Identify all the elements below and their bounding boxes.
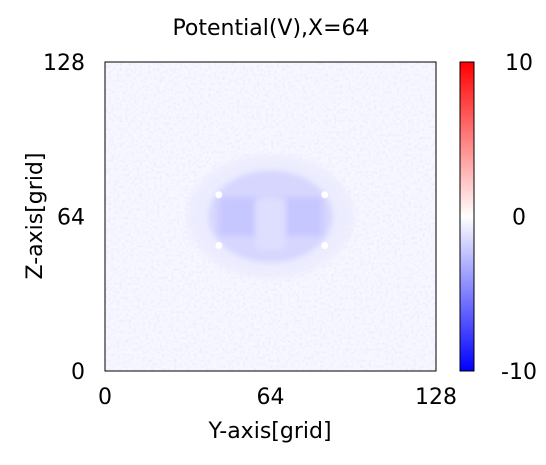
y-tick-label: 64 [57, 206, 85, 231]
chart-title: Potential(V),X=64 [172, 16, 369, 41]
colorbar-tick-labels: 10 0 -10 [501, 51, 537, 385]
y-tick-labels: 0 64 128 [43, 51, 85, 385]
colorbar-tick-label: 10 [505, 51, 533, 76]
x-tick-labels: 0 64 128 [98, 385, 457, 410]
hot-spot-point [215, 191, 223, 199]
y-axis-label: Z-axis[grid] [23, 153, 48, 280]
plot-area [105, 62, 436, 371]
x-tick-label: 0 [98, 385, 112, 410]
electrode-region [218, 197, 266, 236]
y-tick-label: 0 [71, 360, 85, 385]
colorbar-tick-label: 0 [512, 206, 526, 231]
colorbar-tick-label: -10 [501, 360, 537, 385]
plot-frame [104, 61, 437, 372]
hot-spot-point [215, 241, 223, 249]
y-tick-label: 128 [43, 51, 85, 76]
electrode-region [275, 197, 323, 236]
hot-spot-point [321, 241, 329, 249]
colorbar [459, 61, 475, 372]
x-tick-label: 64 [257, 385, 285, 410]
electrode-region [254, 197, 287, 251]
x-tick-label: 128 [415, 385, 457, 410]
hot-spot-point [321, 191, 329, 199]
x-axis-label: Y-axis[grid] [207, 419, 331, 444]
